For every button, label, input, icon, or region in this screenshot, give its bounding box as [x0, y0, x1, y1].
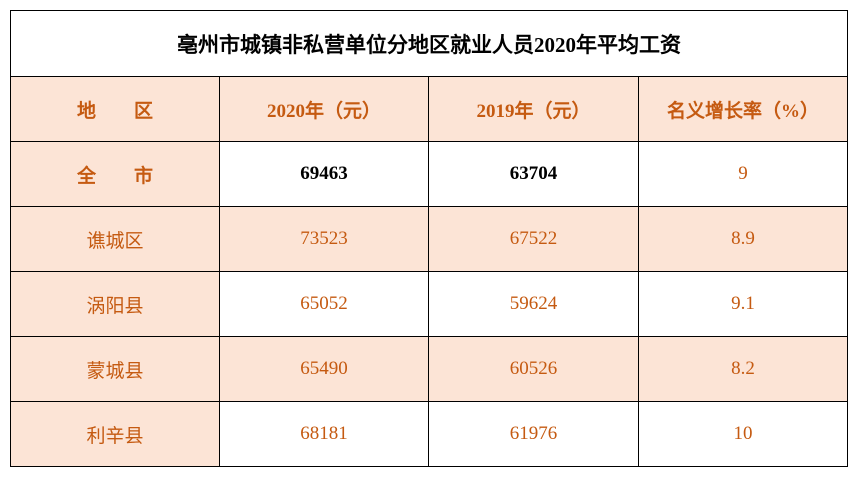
value-cell: 59624	[428, 271, 639, 337]
value-cell: 67522	[428, 206, 639, 272]
data-row: 谯城区 73523 67522 8.9	[10, 206, 848, 272]
wage-table: 亳州市城镇非私营单位分地区就业人员2020年平均工资 地 区 2020年（元） 20…	[10, 10, 848, 467]
value-cell: 8.2	[638, 336, 848, 402]
value-cell: 60526	[428, 336, 639, 402]
value-cell: 68181	[219, 401, 429, 467]
region-cell: 蒙城县	[10, 336, 220, 402]
value-cell: 65490	[219, 336, 429, 402]
value-cell: 8.9	[638, 206, 848, 272]
value-cell: 69463	[219, 141, 429, 207]
header-row: 地 区 2020年（元） 2019年（元） 名义增长率（%）	[10, 76, 848, 142]
data-row: 全 市 69463 63704 9	[10, 141, 848, 207]
value-cell: 65052	[219, 271, 429, 337]
header-cell: 2019年（元）	[428, 76, 639, 142]
value-cell: 9.1	[638, 271, 848, 337]
region-cell: 利辛县	[10, 401, 220, 467]
header-cell: 名义增长率（%）	[638, 76, 848, 142]
data-row: 利辛县 68181 61976 10	[10, 401, 848, 467]
value-cell: 9	[638, 141, 848, 207]
value-cell: 10	[638, 401, 848, 467]
region-cell: 涡阳县	[10, 271, 220, 337]
region-cell: 全 市	[10, 141, 220, 207]
header-cell: 地 区	[10, 76, 220, 142]
region-cell: 谯城区	[10, 206, 220, 272]
table-title: 亳州市城镇非私营单位分地区就业人员2020年平均工资	[10, 10, 848, 77]
value-cell: 73523	[219, 206, 429, 272]
title-row: 亳州市城镇非私营单位分地区就业人员2020年平均工资	[10, 10, 848, 77]
data-row: 蒙城县 65490 60526 8.2	[10, 336, 848, 402]
header-cell: 2020年（元）	[219, 76, 429, 142]
value-cell: 61976	[428, 401, 639, 467]
data-row: 涡阳县 65052 59624 9.1	[10, 271, 848, 337]
value-cell: 63704	[428, 141, 639, 207]
